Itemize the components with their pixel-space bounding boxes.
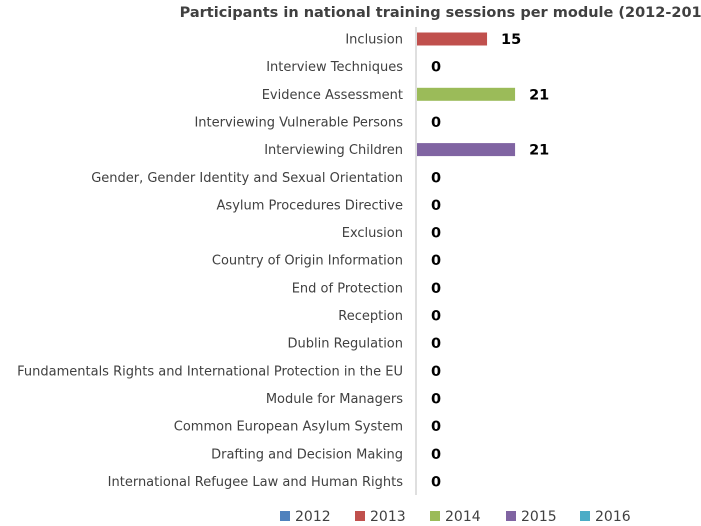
category-label: Country of Origin Information [212, 254, 403, 269]
value-label: 0 [431, 474, 441, 490]
value-label: 0 [431, 226, 441, 242]
category-label: Drafting and Decision Making [211, 447, 403, 462]
value-label: 0 [431, 281, 441, 297]
category-label: Gender, Gender Identity and Sexual Orien… [91, 171, 403, 186]
value-label: 0 [431, 391, 441, 407]
legend-swatch-2014 [430, 511, 440, 521]
legend-swatch-2012 [280, 511, 290, 521]
bar-2015 [417, 143, 516, 157]
legend-label: 2013 [370, 509, 406, 525]
category-label: Fundamentals Rights and International Pr… [17, 364, 403, 379]
bar-2013 [417, 32, 488, 46]
value-label: 0 [431, 170, 441, 186]
category-labels: Inclusion Interview Techniques Evidence As… [17, 33, 403, 490]
category-label: Dublin Regulation [287, 337, 403, 352]
value-label: 0 [431, 60, 441, 76]
value-label: 0 [431, 115, 441, 131]
bars [417, 32, 516, 157]
bar-2014 [417, 87, 516, 101]
category-label: Evidence Assessment [262, 88, 403, 103]
category-label: Inclusion [345, 33, 403, 48]
legend-swatch-2013 [355, 511, 365, 521]
category-label: Common European Asylum System [174, 420, 403, 435]
legend: 2012 2013 2014 2015 2016 [280, 509, 631, 525]
value-label: 15 [501, 32, 521, 48]
category-label: Interviewing Children [264, 143, 403, 158]
value-label: 0 [431, 419, 441, 435]
chart-title: Participants in national training sessio… [180, 5, 701, 21]
category-label: End of Protection [292, 281, 403, 296]
value-label: 0 [431, 253, 441, 269]
category-label: Interviewing Vulnerable Persons [194, 115, 403, 130]
value-labels: 15 0 21 0 21 0 0 0 0 0 0 0 0 0 0 0 0 [431, 32, 549, 490]
legend-label: 2012 [295, 509, 331, 525]
value-label: 0 [431, 364, 441, 380]
legend-label: 2015 [521, 509, 557, 525]
category-label: Reception [338, 309, 403, 324]
value-label: 0 [431, 336, 441, 352]
category-label: International Refugee Law and Human Righ… [108, 475, 404, 490]
value-label: 0 [431, 309, 441, 325]
category-label: Module for Managers [266, 392, 403, 407]
category-label: Interview Techniques [266, 60, 403, 75]
legend-swatch-2015 [506, 511, 516, 521]
legend-label: 2016 [595, 509, 631, 525]
value-label: 0 [431, 198, 441, 214]
legend-swatch-2016 [580, 511, 590, 521]
value-label: 0 [431, 447, 441, 463]
value-label: 21 [529, 87, 549, 103]
legend-label: 2014 [445, 509, 481, 525]
category-label: Exclusion [342, 226, 403, 241]
value-label: 21 [529, 143, 549, 159]
category-label: Asylum Procedures Directive [217, 198, 403, 213]
